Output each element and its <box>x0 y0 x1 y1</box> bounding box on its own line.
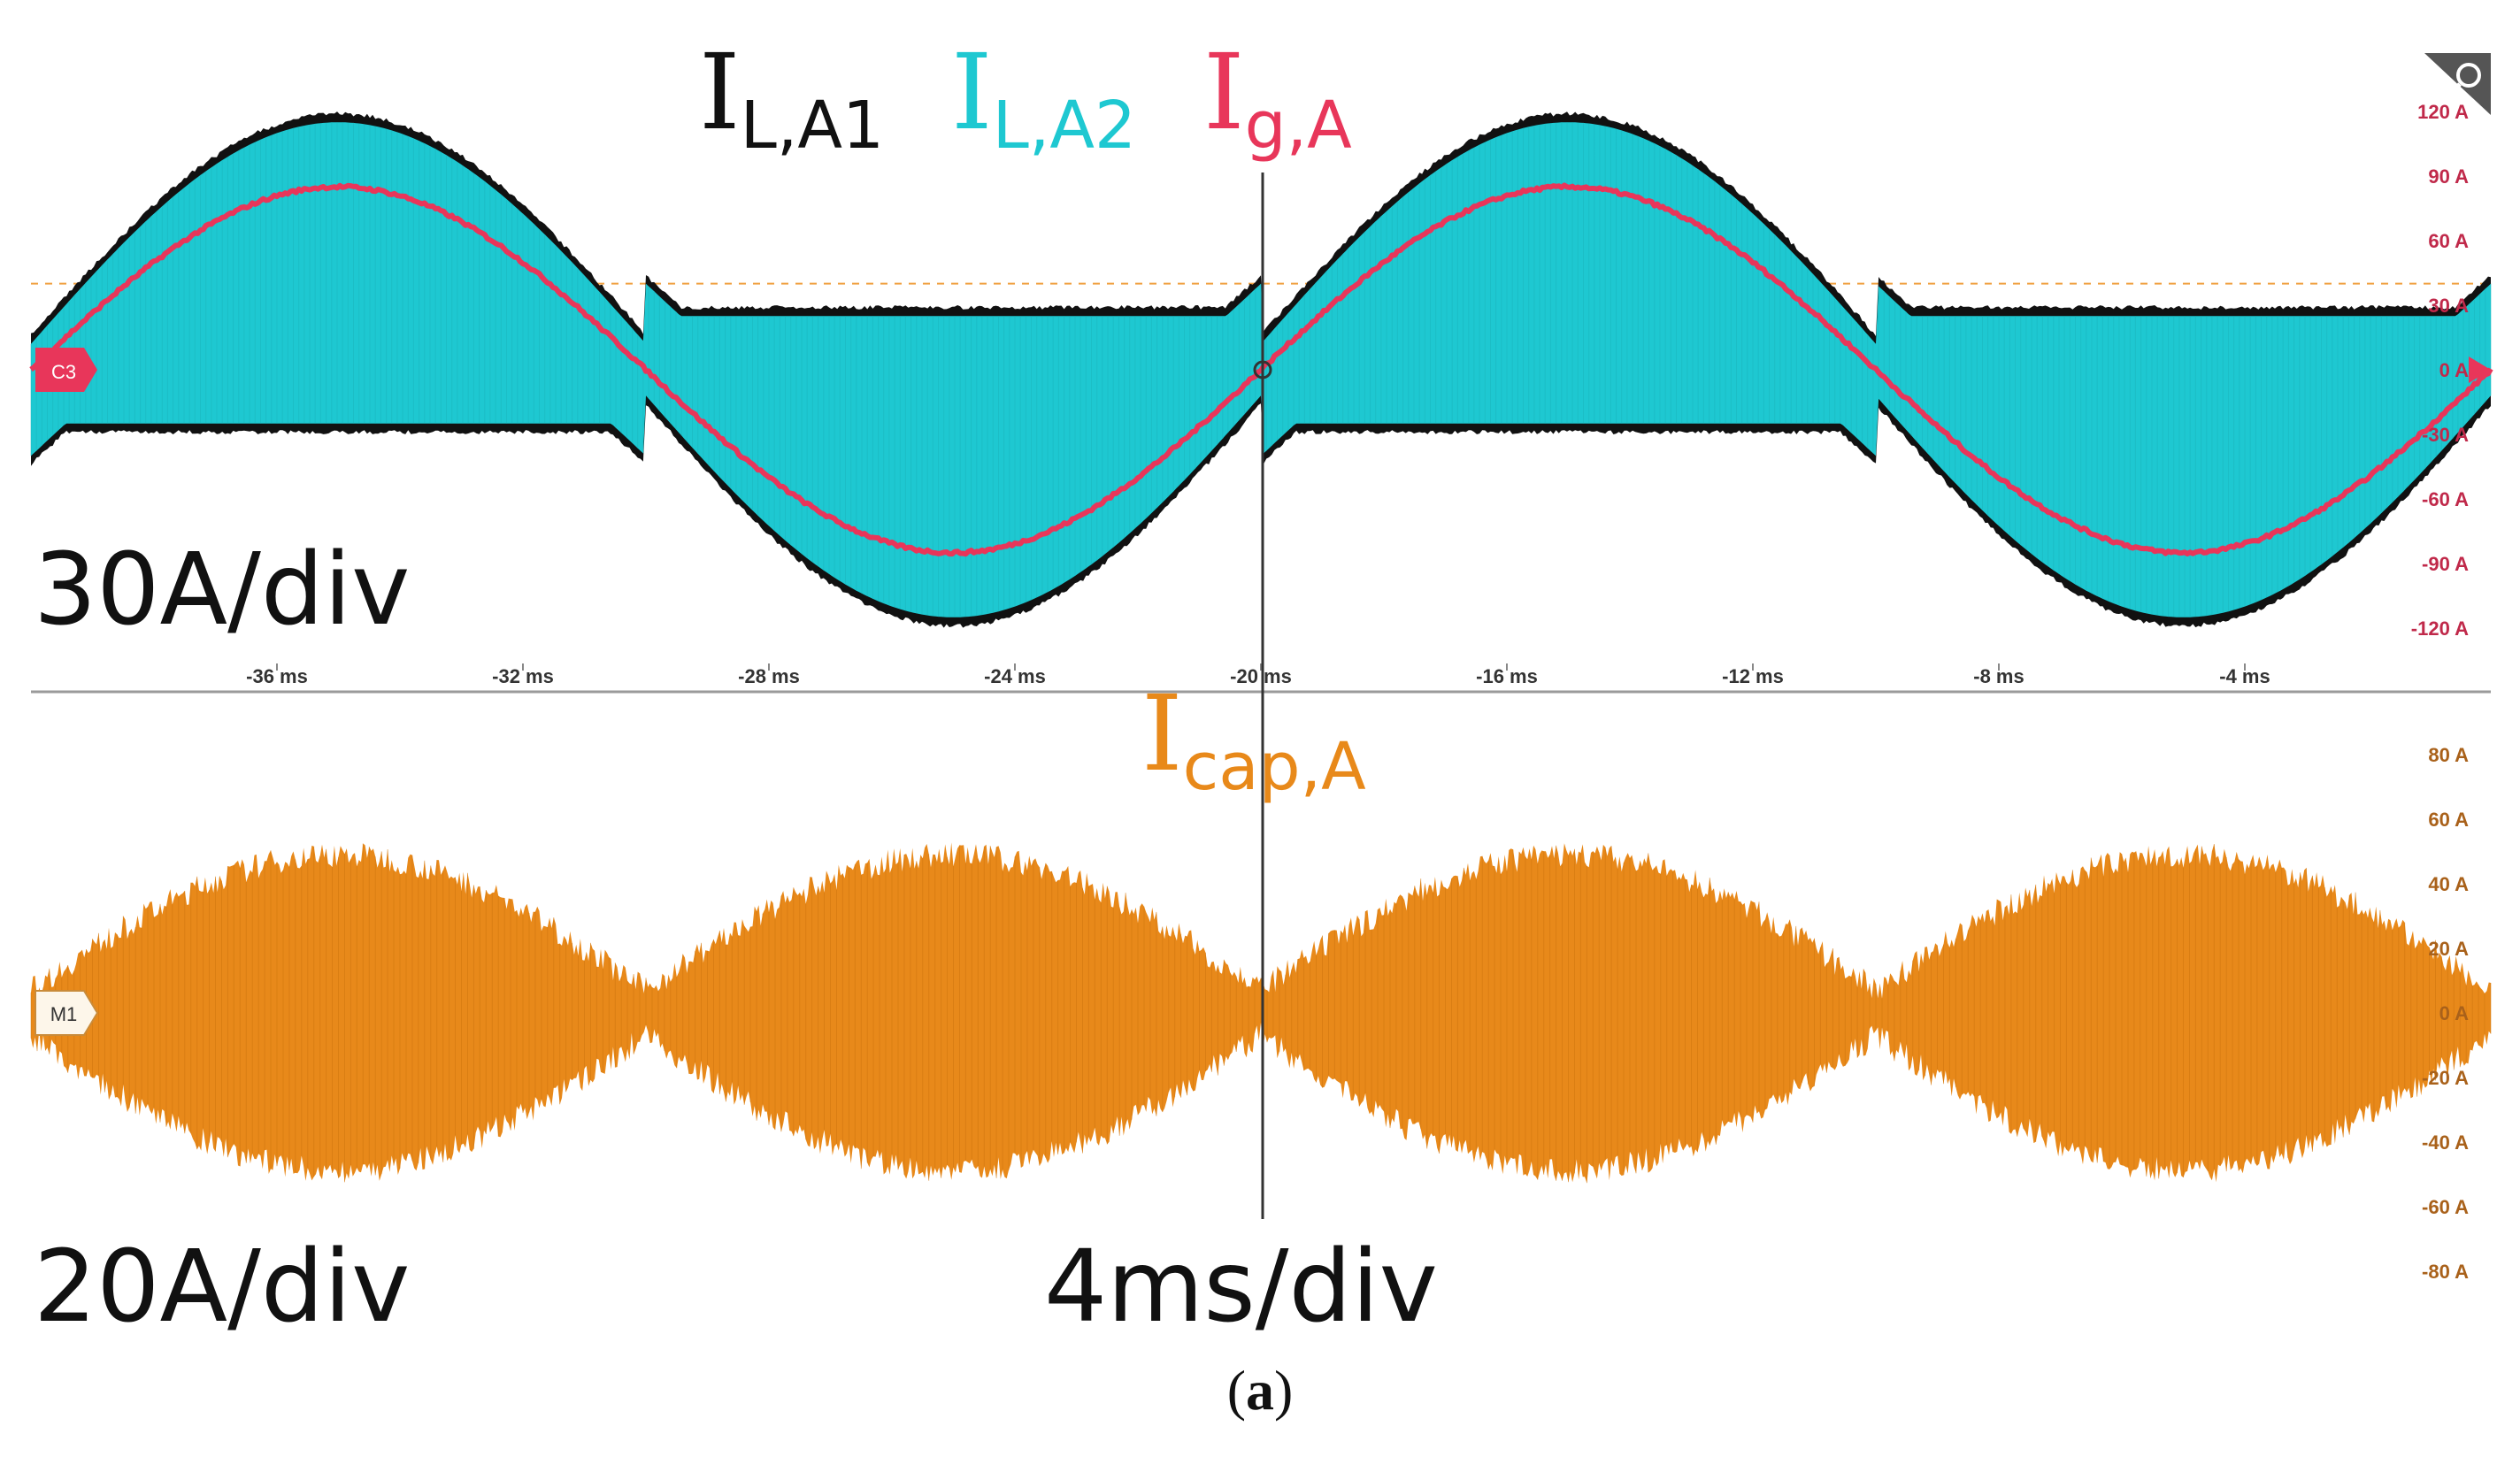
legend-ig-a: Ig,A <box>1203 31 1352 164</box>
channel-marker-c3-label: C3 <box>51 361 76 383</box>
channel-marker-m1-label: M1 <box>50 1003 78 1025</box>
trigger-level-icon[interactable] <box>2469 357 2491 383</box>
top-y-tick-label: 30 A <box>2428 295 2469 317</box>
top-x-tick-label: -36 ms <box>246 665 308 687</box>
top-x-tick-label: -4 ms <box>2219 665 2270 687</box>
bottom-y-tick-label: -80 A <box>2422 1261 2469 1283</box>
top-waveforms <box>29 111 2493 628</box>
top-scale-label: 30A/div <box>34 533 410 648</box>
legend-il-a1: IL,A1 <box>699 31 884 164</box>
figure-caption-label: a <box>1246 1359 1274 1422</box>
top-x-tick-label: -16 ms <box>1476 665 1538 687</box>
bottom-y-tick-label: -60 A <box>2422 1196 2469 1218</box>
top-y-tick-label: -90 A <box>2422 553 2469 575</box>
time-scale-label: 4ms/div <box>1044 1230 1438 1345</box>
top-x-tick-label: -8 ms <box>1973 665 2024 687</box>
bottom-y-tick-label: 20 A <box>2428 938 2469 960</box>
figure-caption: (a) <box>1226 1359 1294 1422</box>
top-y-axis: 120 A 90 A 60 A 30 A 0 A -30 A -60 A -90 A -120 … <box>2411 101 2469 640</box>
zoom-corner-icon[interactable] <box>2424 53 2491 115</box>
top-x-tick-label: -28 ms <box>738 665 800 687</box>
series-il-a2-ripple <box>30 122 2492 617</box>
channel-marker-m1[interactable]: M1 <box>35 990 99 1036</box>
top-y-tick-label: 120 A <box>2417 101 2469 123</box>
top-x-axis: -36 ms -32 ms -28 ms -24 ms -20 ms -16 ms -12 … <box>246 663 2270 687</box>
bottom-y-tick-label: 60 A <box>2428 809 2469 831</box>
bottom-y-tick-label: 40 A <box>2428 873 2469 895</box>
top-y-tick-label: 0 A <box>2439 359 2470 381</box>
top-y-tick-label: -120 A <box>2411 617 2469 640</box>
bottom-y-axis: 80 A 60 A 40 A 20 A 0 A -20 A -40 A -60 A -80 A <box>2422 744 2469 1283</box>
bottom-y-tick-label: -20 A <box>2422 1067 2469 1089</box>
legend-il-a2: IL,A2 <box>951 31 1136 164</box>
bottom-y-tick-label: 80 A <box>2428 744 2469 766</box>
bottom-scale-label: 20A/div <box>34 1230 410 1345</box>
bottom-y-tick-label: 0 A <box>2439 1002 2470 1024</box>
top-x-tick-label: -32 ms <box>492 665 554 687</box>
series-icap-a-ripple <box>30 843 2492 1184</box>
top-y-tick-label: 90 A <box>2428 165 2469 188</box>
top-y-tick-label: -60 A <box>2422 488 2469 510</box>
bottom-y-tick-label: -40 A <box>2422 1131 2469 1154</box>
bottom-waveforms <box>30 842 2492 1184</box>
series-icap-a-band <box>31 842 2491 1184</box>
legend-icap-a: Icap,A <box>1141 672 1366 805</box>
top-x-tick-label: -20 ms <box>1230 665 1292 687</box>
top-x-tick-label: -24 ms <box>984 665 1046 687</box>
top-x-tick-label: -12 ms <box>1722 665 1784 687</box>
top-y-tick-label: 60 A <box>2428 230 2469 252</box>
top-y-tick-label: -30 A <box>2422 424 2469 446</box>
channel-marker-c3[interactable]: C3 <box>35 348 97 392</box>
series-ig-a-line <box>29 182 2493 557</box>
cursor-point[interactable] <box>1253 360 1272 380</box>
